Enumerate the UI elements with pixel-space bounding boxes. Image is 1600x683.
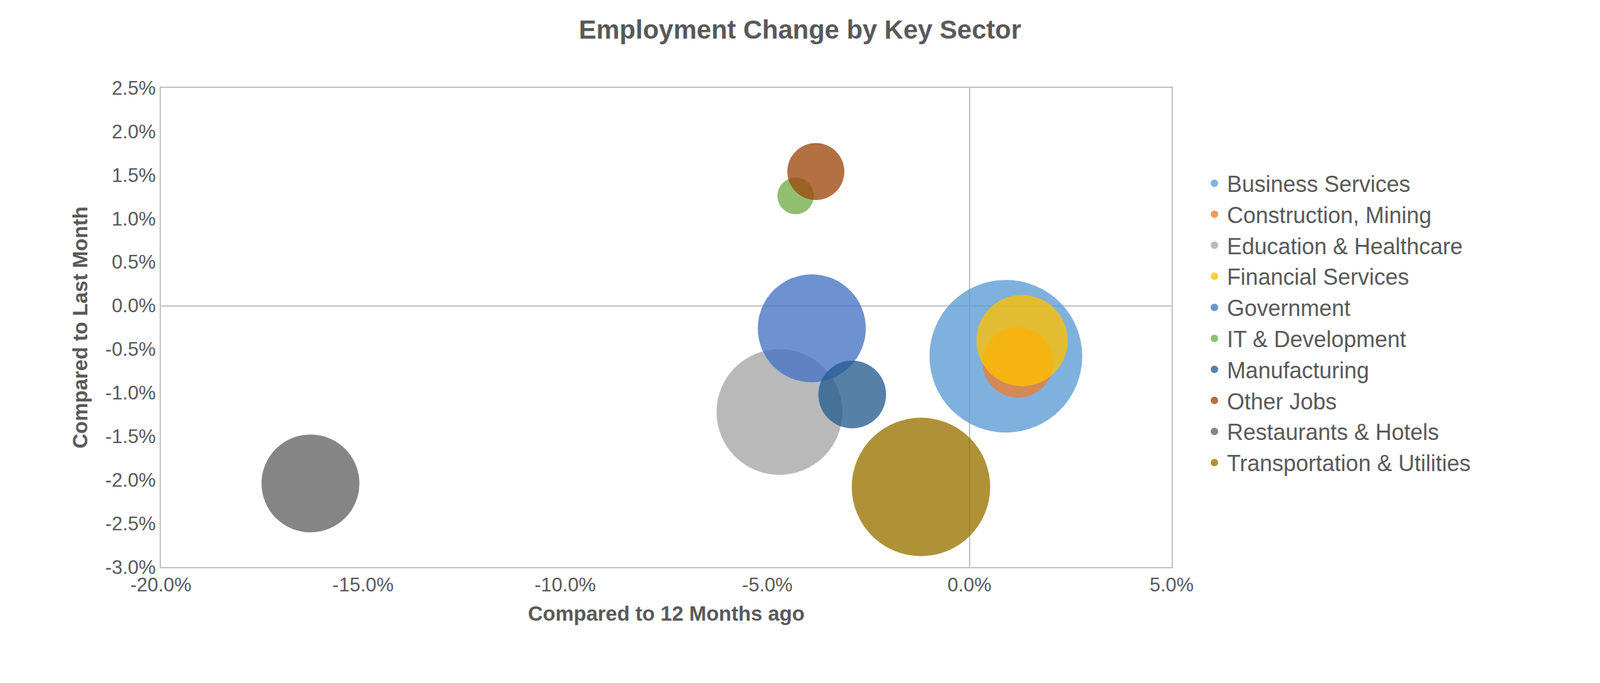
svg-text:-2.5%: -2.5% [105,513,156,535]
svg-text:Construction, Mining: Construction, Mining [1227,202,1432,229]
svg-text:-1.5%: -1.5% [105,425,156,448]
svg-text:Compared to Last Month: Compared to Last Month [68,206,92,449]
svg-text:1.0%: 1.0% [111,208,156,231]
svg-text:-5.0%: -5.0% [742,574,793,597]
svg-text:Manufacturing: Manufacturing [1227,357,1370,384]
svg-text:2.5%: 2.5% [111,77,156,100]
svg-text:5.0%: 5.0% [1149,574,1195,597]
svg-text:IT & Development: IT & Development [1227,326,1407,353]
svg-text:Employment Change by Key Secto: Employment Change by Key Sector [578,14,1022,45]
svg-text:-2.0%: -2.0% [105,469,156,492]
svg-text:Transportation & Utilities: Transportation & Utilities [1227,450,1471,477]
svg-text:-10.0%: -10.0% [534,574,596,597]
svg-text:0.0%: 0.0% [947,574,992,597]
svg-text:Financial Services: Financial Services [1227,264,1410,290]
svg-text:-1.0%: -1.0% [105,382,156,405]
svg-text:-0.5%: -0.5% [105,338,156,361]
svg-text:0.5%: 0.5% [111,251,156,274]
svg-text:Business Services: Business Services [1227,171,1411,198]
svg-text:Other Jobs: Other Jobs [1227,389,1337,415]
svg-text:Government: Government [1227,295,1351,322]
svg-text:2.0%: 2.0% [111,120,156,143]
svg-text:Education & Healthcare: Education & Healthcare [1227,233,1463,260]
svg-text:Restaurants & Hotels: Restaurants & Hotels [1227,419,1440,446]
svg-text:-3.0%: -3.0% [105,556,156,579]
svg-text:Compared to 12 Months ago: Compared to 12 Months ago [528,602,805,626]
svg-text:-15.0%: -15.0% [332,574,394,597]
svg-text:-20.0%: -20.0% [130,574,192,597]
svg-text:1.5%: 1.5% [111,164,156,187]
svg-text:0.0%: 0.0% [111,294,156,317]
